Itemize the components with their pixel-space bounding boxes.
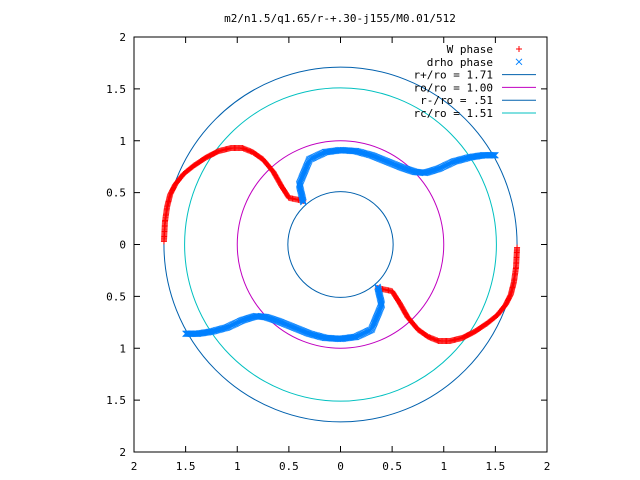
data-point — [490, 151, 498, 159]
circle-series-4 — [287, 191, 394, 298]
x-tick-label: 1 — [440, 460, 447, 473]
data-point — [183, 330, 191, 338]
data-point — [184, 330, 192, 338]
axis-ticks: 2 1.5 1 0.5 0 0.5 1 1.5 221.510.500.511.52 — [106, 31, 550, 473]
y-tick-label: 0.5 — [106, 290, 126, 303]
x-tick-label: 1.5 — [485, 460, 505, 473]
data-point — [182, 330, 189, 338]
x-tick-label: 1.5 — [176, 460, 196, 473]
y-tick-label: 2 — [119, 446, 126, 459]
legend-label: r+/ro = 1.71 — [414, 69, 493, 82]
point-series-1 — [182, 146, 499, 343]
data-point — [240, 316, 247, 324]
legend-label: ro/ro = 1.00 — [414, 81, 493, 94]
y-tick-label: 0 — [119, 239, 126, 252]
legend-label: r-/ro = .51 — [420, 94, 493, 107]
legend-label: W phase — [447, 43, 493, 56]
y-tick-label: 0.5 — [106, 187, 126, 200]
x-tick-label: 1 — [234, 460, 241, 473]
data-point — [434, 165, 441, 173]
chart-title: m2/n1.5/q1.65/r-+.30-j155/M0.01/512 — [224, 12, 456, 25]
y-tick-label: 1 — [119, 135, 126, 148]
y-tick-label: 2 — [119, 31, 126, 44]
legend-label: rc/ro = 1.51 — [414, 107, 493, 120]
circle-series-2 — [163, 66, 518, 423]
reference-circles — [163, 66, 518, 423]
circle-series-3 — [236, 140, 445, 349]
x-tick-label: 2 — [131, 460, 138, 473]
circle-series-5 — [184, 87, 497, 402]
x-tick-label: 0.5 — [279, 460, 299, 473]
data-points — [160, 145, 521, 344]
x-tick-label: 2 — [544, 460, 551, 473]
point-series-0 — [160, 145, 521, 344]
x-tick-label: 0 — [337, 460, 344, 473]
y-tick-label: 1 — [119, 342, 126, 355]
legend-marker — [516, 46, 522, 52]
data-point — [492, 151, 499, 159]
y-tick-label: 1.5 — [106, 83, 126, 96]
legend-label: drho phase — [427, 56, 493, 69]
legend-marker — [515, 58, 523, 66]
x-tick-label: 0.5 — [382, 460, 402, 473]
y-tick-label: 1.5 — [106, 394, 126, 407]
data-point — [489, 151, 497, 159]
